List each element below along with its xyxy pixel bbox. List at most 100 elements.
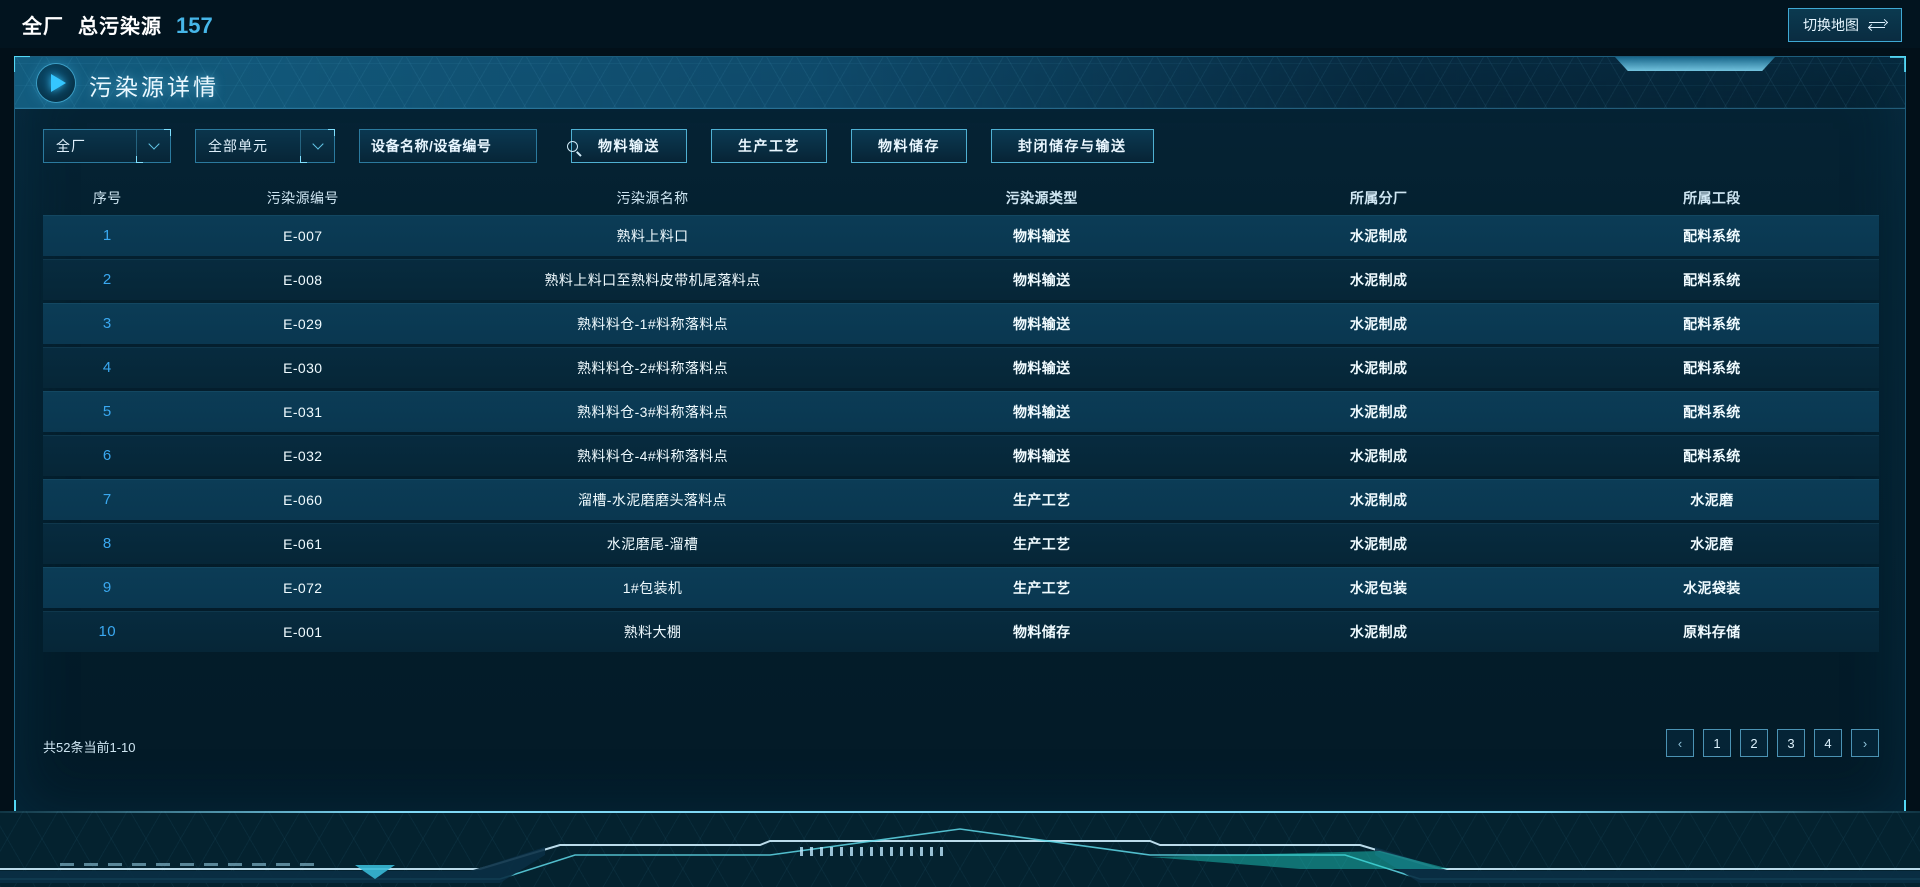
column-header-code: 污染源编号 <box>266 190 339 206</box>
cell-name: 熟料上料口 <box>616 227 689 244</box>
cell-type: 物料输送 <box>1012 359 1071 376</box>
total-count-text: 共52条当前1-10 <box>43 740 136 755</box>
table-row[interactable]: 3 E-029 熟料料仓-1#料称落料点 物料输送 水泥制成 配料系统 <box>43 303 1879 344</box>
cell-code: E-032 <box>283 447 323 464</box>
search-icon[interactable] <box>567 140 578 152</box>
category-label: 生产工艺 <box>738 138 800 154</box>
unit-select-value: 全部单元 <box>208 138 268 154</box>
cell-type: 物料输送 <box>1012 403 1071 420</box>
plant-scope-label: 全厂 <box>22 15 64 38</box>
filter-bar: 全厂 全部单元 物料输送 生产工艺 物料储存 <box>43 129 1154 163</box>
cell-index: 9 <box>102 579 112 596</box>
switch-map-label: 切换地图 <box>1803 17 1859 33</box>
column-header-type: 污染源类型 <box>1005 190 1078 206</box>
category-button-enclosed-storage-transport[interactable]: 封闭储存与输送 <box>991 129 1154 163</box>
cell-type: 生产工艺 <box>1012 491 1071 508</box>
top-bar: 全厂 总污染源 157 切换地图 <box>0 0 1920 48</box>
pagination-page-2[interactable]: 2 <box>1740 729 1768 757</box>
cell-name: 熟料上料口至熟料皮带机尾落料点 <box>544 271 761 288</box>
cell-factory: 水泥制成 <box>1349 403 1408 420</box>
cell-code: E-031 <box>283 403 323 420</box>
cell-factory: 水泥制成 <box>1349 447 1408 464</box>
table-row[interactable]: 9 E-072 1#包装机 生产工艺 水泥包装 水泥袋装 <box>43 567 1879 608</box>
cell-index: 2 <box>102 271 112 288</box>
header-notch-decoration <box>1615 57 1775 71</box>
cell-section: 原料存储 <box>1683 623 1741 640</box>
cell-factory: 水泥制成 <box>1349 271 1408 288</box>
table-row[interactable]: 4 E-030 熟料料仓-2#料称落料点 物料输送 水泥制成 配料系统 <box>43 347 1879 388</box>
cell-type: 生产工艺 <box>1012 579 1071 596</box>
category-button-production-process[interactable]: 生产工艺 <box>711 129 827 163</box>
bottom-hud-decoration <box>0 811 1920 887</box>
cell-name: 熟料料仓-3#料称落料点 <box>577 403 729 420</box>
table-row[interactable]: 2 E-008 熟料上料口至熟料皮带机尾落料点 物料输送 水泥制成 配料系统 <box>43 259 1879 300</box>
table-row[interactable]: 8 E-061 水泥磨尾-溜槽 生产工艺 水泥制成 水泥磨 <box>43 523 1879 564</box>
plant-select-arrow[interactable] <box>136 129 171 163</box>
pollution-source-table: 序号 污染源编号 污染源名称 污染源类型 所属分厂 所属工段 1 E-007 熟料上… <box>43 181 1879 655</box>
table-footer: 共52条当前1-10 ‹ 1 2 3 4 › <box>15 725 1905 771</box>
hud-graphic <box>0 828 1920 883</box>
column-header-name: 污染源名称 <box>616 190 689 206</box>
cell-index: 10 <box>98 623 116 640</box>
hex-texture-decoration <box>15 57 1905 108</box>
table-row[interactable]: 1 E-007 熟料上料口 物料输送 水泥制成 配料系统 <box>43 215 1879 256</box>
table-row[interactable]: 6 E-032 熟料料仓-4#料称落料点 物料输送 水泥制成 配料系统 <box>43 435 1879 476</box>
category-label: 物料输送 <box>598 138 660 154</box>
pagination-page-3[interactable]: 3 <box>1777 729 1805 757</box>
search-input[interactable] <box>360 138 567 154</box>
select-tick-bl <box>136 156 143 163</box>
cell-factory: 水泥制成 <box>1349 359 1408 376</box>
cell-name: 熟料料仓-2#料称落料点 <box>577 359 729 376</box>
cell-factory: 水泥制成 <box>1349 491 1408 508</box>
category-button-material-transport[interactable]: 物料输送 <box>571 129 687 163</box>
cell-name: 熟料大棚 <box>623 623 682 640</box>
cell-type: 物料储存 <box>1012 623 1071 640</box>
cell-index: 6 <box>102 447 112 464</box>
cell-type: 物料输送 <box>1012 227 1071 244</box>
cell-code: E-001 <box>283 623 323 640</box>
table-header-row: 序号 污染源编号 污染源名称 污染源类型 所属分厂 所属工段 <box>43 181 1879 215</box>
pagination-page-4[interactable]: 4 <box>1814 729 1842 757</box>
cell-name: 溜槽-水泥磨磨头落料点 <box>578 491 728 508</box>
cell-code: E-008 <box>283 271 323 288</box>
cell-section: 水泥磨 <box>1690 535 1734 552</box>
category-label: 物料储存 <box>878 138 940 154</box>
cell-section: 配料系统 <box>1683 271 1741 288</box>
pagination-prev-button[interactable]: ‹ <box>1666 729 1694 757</box>
cell-factory: 水泥制成 <box>1349 623 1408 640</box>
cell-index: 4 <box>102 359 112 376</box>
panel-header: 污染源详情 <box>15 57 1905 109</box>
cell-index: 8 <box>102 535 112 552</box>
cell-name: 水泥磨尾-溜槽 <box>606 535 699 552</box>
search-box[interactable] <box>359 129 578 163</box>
cell-code: E-061 <box>283 535 323 552</box>
cell-type: 物料输送 <box>1012 447 1071 464</box>
play-triangle-icon <box>37 64 75 102</box>
cell-code: E-007 <box>283 227 323 244</box>
cell-code: E-072 <box>283 579 323 596</box>
unit-select[interactable]: 全部单元 <box>195 129 335 163</box>
cell-factory: 水泥制成 <box>1349 227 1408 244</box>
table-row[interactable]: 10 E-001 熟料大棚 物料储存 水泥制成 原料存储 <box>43 611 1879 652</box>
table-body: 1 E-007 熟料上料口 物料输送 水泥制成 配料系统 2 E-008 熟料上料口至熟料皮带机… <box>43 215 1879 652</box>
top-bar-title: 全厂 总污染源 157 <box>22 10 213 39</box>
column-header-section: 所属工段 <box>1683 190 1741 206</box>
cell-code: E-029 <box>283 315 323 332</box>
cell-index: 1 <box>102 227 112 244</box>
unit-select-arrow[interactable] <box>300 129 335 163</box>
table-row[interactable]: 5 E-031 熟料料仓-3#料称落料点 物料输送 水泥制成 配料系统 <box>43 391 1879 432</box>
chevron-down-icon <box>311 138 324 150</box>
cell-index: 7 <box>102 491 112 508</box>
category-label: 封闭储存与输送 <box>1018 138 1127 154</box>
table-row[interactable]: 7 E-060 溜槽-水泥磨磨头落料点 生产工艺 水泥制成 水泥磨 <box>43 479 1879 520</box>
pagination-page-1[interactable]: 1 <box>1703 729 1731 757</box>
cell-section: 配料系统 <box>1683 227 1741 244</box>
pagination-next-button[interactable]: › <box>1851 729 1879 757</box>
cell-index: 3 <box>102 315 112 332</box>
cell-index: 5 <box>102 403 112 420</box>
category-button-material-storage[interactable]: 物料储存 <box>851 129 967 163</box>
cell-section: 水泥磨 <box>1690 491 1734 508</box>
cell-factory: 水泥制成 <box>1349 315 1408 332</box>
plant-select[interactable]: 全厂 <box>43 129 171 163</box>
switch-map-button[interactable]: 切换地图 <box>1788 8 1902 42</box>
